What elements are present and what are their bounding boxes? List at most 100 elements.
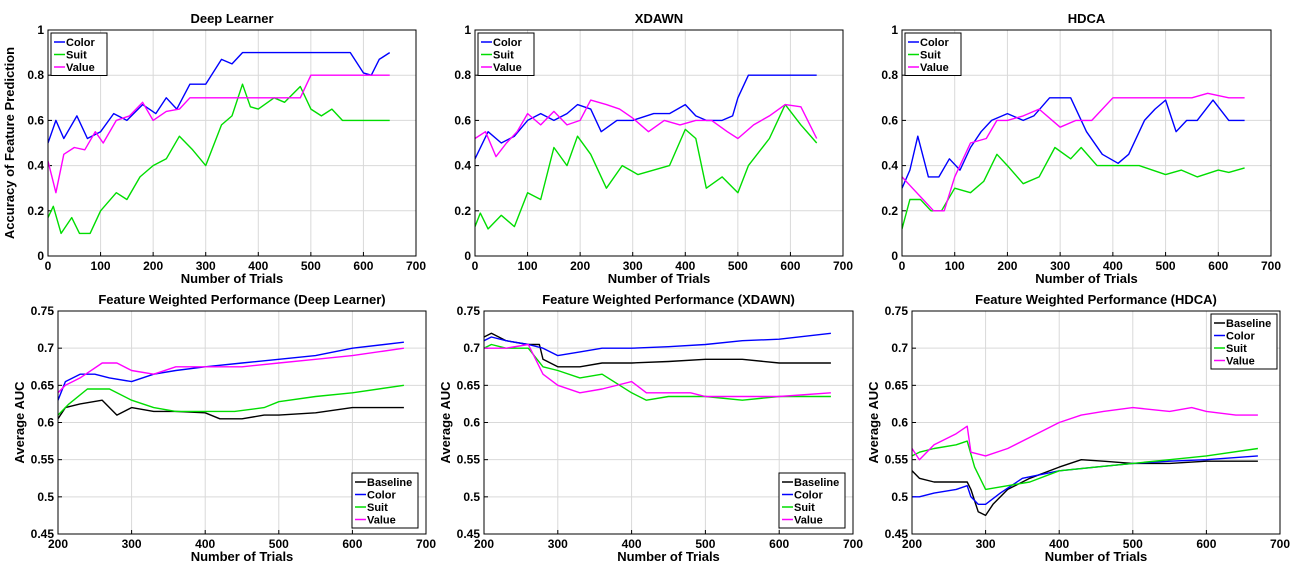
x-tick-label: 100 bbox=[945, 259, 965, 273]
x-tick-label: 700 bbox=[843, 537, 863, 551]
legend-label-value: Value bbox=[367, 515, 396, 527]
plot-area bbox=[475, 30, 843, 256]
x-tick-label: 300 bbox=[122, 537, 142, 551]
x-tick-label: 600 bbox=[353, 259, 373, 273]
chart-title: Feature Weighted Performance (HDCA) bbox=[975, 292, 1217, 307]
x-tick-label: 400 bbox=[195, 537, 215, 551]
series-line-value bbox=[912, 406, 1258, 461]
x-axis-label: Number of Trials bbox=[1045, 549, 1148, 563]
plot-area bbox=[48, 30, 416, 256]
chart-panel-6: 200 300 400 500 600 700 0.45 0.5 0.55 0.6 0.65 0.7 0… bbox=[866, 292, 1290, 563]
legend-label-baseline: Baseline bbox=[367, 477, 412, 489]
axes-frame bbox=[483, 310, 854, 535]
series-line-color bbox=[484, 332, 831, 357]
series-line-value bbox=[484, 343, 831, 398]
x-axis-label: Number of Trials bbox=[181, 271, 284, 286]
x-tick-label: 600 bbox=[1208, 259, 1228, 273]
legend-label-color: Color bbox=[66, 37, 95, 49]
y-tick-label: 0 bbox=[37, 249, 44, 263]
x-tick-label: 300 bbox=[196, 259, 216, 273]
x-tick-label: 300 bbox=[976, 537, 996, 551]
series-line-color bbox=[912, 455, 1258, 505]
x-tick-label: 200 bbox=[997, 259, 1017, 273]
y-tick-label: 0.55 bbox=[457, 453, 481, 467]
chart-panel-5: 200 300 400 500 600 700 0.45 0.5 0.55 0.6 0.65 0.7 0… bbox=[438, 292, 863, 563]
x-axis-label: Number of Trials bbox=[617, 549, 720, 563]
x-tick-label: 400 bbox=[1049, 537, 1069, 551]
series-line-color bbox=[58, 341, 404, 401]
y-tick-label: 0.5 bbox=[37, 490, 54, 504]
x-tick-label: 200 bbox=[474, 537, 494, 551]
plot-area bbox=[902, 30, 1271, 256]
y-tick-label: 0.55 bbox=[885, 453, 909, 467]
y-tick-label: 1 bbox=[891, 23, 898, 37]
series-line-value bbox=[902, 92, 1245, 212]
x-tick-label: 200 bbox=[143, 259, 163, 273]
x-tick-label: 400 bbox=[622, 537, 642, 551]
x-tick-label: 600 bbox=[769, 537, 789, 551]
x-tick-label: 700 bbox=[1261, 259, 1281, 273]
legend-label-value: Value bbox=[794, 515, 823, 527]
legend-label-value: Value bbox=[66, 62, 95, 74]
x-axis-label: Number of Trials bbox=[1035, 271, 1138, 286]
y-tick-label: 0.7 bbox=[463, 341, 480, 355]
axes-frame bbox=[47, 29, 417, 257]
series-line-color bbox=[48, 51, 391, 144]
axes-frame bbox=[911, 310, 1281, 535]
legend-label-suit: Suit bbox=[920, 50, 941, 62]
legend-label-color: Color bbox=[367, 490, 396, 502]
x-tick-label: 600 bbox=[342, 537, 362, 551]
y-tick-label: 0.5 bbox=[463, 490, 480, 504]
x-tick-label: 0 bbox=[472, 259, 479, 273]
y-axis-label: Average AUC bbox=[438, 381, 453, 464]
legend-label-suit: Suit bbox=[1226, 343, 1247, 355]
y-tick-label: 1 bbox=[37, 23, 44, 37]
x-tick-label: 500 bbox=[728, 259, 748, 273]
y-tick-label: 0.8 bbox=[27, 68, 44, 82]
x-tick-label: 100 bbox=[91, 259, 111, 273]
legend-label-suit: Suit bbox=[493, 50, 514, 62]
y-tick-label: 0.5 bbox=[891, 490, 908, 504]
y-tick-label: 0.8 bbox=[454, 68, 471, 82]
x-tick-label: 200 bbox=[48, 537, 68, 551]
x-tick-label: 400 bbox=[248, 259, 268, 273]
y-tick-label: 0.6 bbox=[891, 416, 908, 430]
y-tick-label: 0.8 bbox=[881, 68, 898, 82]
y-tick-label: 0.7 bbox=[891, 341, 908, 355]
x-tick-label: 100 bbox=[518, 259, 538, 273]
y-tick-label: 0.75 bbox=[31, 304, 55, 318]
series-line-value bbox=[48, 74, 390, 194]
y-tick-label: 0.65 bbox=[457, 378, 481, 392]
legend-label-value: Value bbox=[920, 62, 949, 74]
series-line-suit bbox=[484, 343, 831, 401]
axes-frame bbox=[474, 29, 844, 257]
axes-frame bbox=[57, 310, 427, 535]
legend-label-color: Color bbox=[493, 37, 522, 49]
y-axis-label: Average AUC bbox=[12, 381, 27, 464]
y-tick-label: 0.65 bbox=[885, 378, 909, 392]
chart-panel-1: 0 100 200 300 400 500 600 700 0 0.2 0.4 0.6 0.8 1 Deep… bbox=[2, 11, 426, 286]
y-tick-label: 0 bbox=[891, 249, 898, 263]
y-tick-label: 0.75 bbox=[885, 304, 909, 318]
series-group bbox=[475, 74, 818, 230]
y-tick-label: 0.4 bbox=[454, 159, 471, 173]
x-tick-label: 700 bbox=[406, 259, 426, 273]
x-tick-label: 700 bbox=[416, 537, 436, 551]
y-tick-label: 0.45 bbox=[457, 527, 481, 541]
series-line-value bbox=[475, 99, 818, 158]
x-tick-label: 0 bbox=[45, 259, 52, 273]
y-tick-label: 0.6 bbox=[881, 113, 898, 127]
y-tick-label: 0 bbox=[464, 249, 471, 263]
x-axis-label: Number of Trials bbox=[191, 549, 294, 563]
x-tick-label: 200 bbox=[902, 537, 922, 551]
y-tick-label: 0.4 bbox=[27, 159, 44, 173]
chart-title: XDAWN bbox=[635, 11, 683, 26]
series-line-suit bbox=[475, 103, 818, 230]
series-line-color bbox=[902, 97, 1245, 189]
x-tick-label: 700 bbox=[1270, 537, 1290, 551]
chart-panel-3: 0 100 200 300 400 500 600 700 0 0.2 0.4 0.6 0.8 1 HDCA… bbox=[881, 11, 1281, 286]
y-tick-label: 0.6 bbox=[27, 113, 44, 127]
series-line-color bbox=[475, 74, 817, 160]
